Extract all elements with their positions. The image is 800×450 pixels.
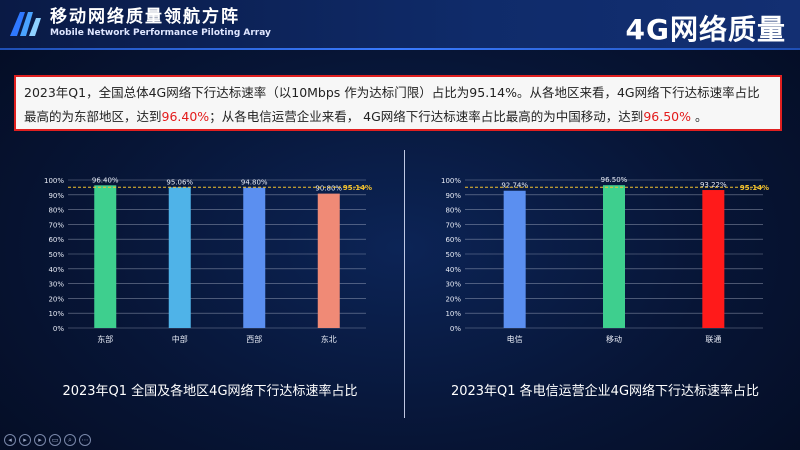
operator-reference-label: 95.14% xyxy=(740,184,769,192)
operator-ytick-label: 100% xyxy=(441,177,461,185)
region-reference-label: 95.14% xyxy=(343,184,372,192)
brand: 移动网络质量领航方阵 Mobile Network Performance Pi… xyxy=(50,7,271,39)
play-icon[interactable]: ▸ xyxy=(19,434,31,446)
region-bar xyxy=(168,187,191,328)
region-ytick-label: 60% xyxy=(48,236,64,244)
operator-chart-svg: 0% 10% 20% 30% 40% 50% 60% 70% 80% 90% 100% 92.74% 电… xyxy=(441,176,769,344)
brand-title: 移动网络质量领航方阵 xyxy=(50,7,240,27)
summary-text-1: 2023年Q1，全国总体4G网络下行达标速率（以10Mbps 作为达标门限）占比… xyxy=(24,85,760,124)
summary-text-3: 。 xyxy=(690,109,708,124)
region-category-label: 东北 xyxy=(321,334,337,344)
region-ytick-label: 70% xyxy=(48,221,64,229)
region-ytick-label: 40% xyxy=(48,266,64,274)
header-bar: 移动网络质量领航方阵 Mobile Network Performance Pi… xyxy=(0,0,800,48)
operator-ytick-label: 20% xyxy=(445,295,461,303)
region-bar xyxy=(243,187,266,328)
region-bar xyxy=(94,185,117,328)
operator-chart-caption: 2023年Q1 各电信运营企业4G网络下行达标速率占比 xyxy=(450,384,760,399)
operator-category-label: 电信 xyxy=(507,334,523,344)
center-divider xyxy=(404,150,405,418)
slides-icon[interactable]: ▭ xyxy=(49,434,61,446)
region-ytick-label: 10% xyxy=(48,310,64,318)
region-category-label: 中部 xyxy=(172,334,188,344)
page-title: 4G网络质量 xyxy=(625,13,786,46)
summary-box: 2023年Q1，全国总体4G网络下行达标速率（以10Mbps 作为达标门限）占比… xyxy=(14,75,782,131)
operator-ytick-label: 70% xyxy=(445,221,461,229)
operator-ytick-label: 0% xyxy=(450,325,461,333)
operator-ytick-label: 10% xyxy=(445,310,461,318)
region-value-label: 96.40% xyxy=(92,176,119,184)
region-chart-caption: 2023年Q1 全国及各地区4G网络下行达标速率占比 xyxy=(62,384,358,399)
region-chart-svg: 0% 10% 20% 30% 40% 50% 60% 70% 80% 90% 100% 96.40% 东… xyxy=(44,176,372,344)
header-divider xyxy=(0,48,800,50)
region-ytick-label: 50% xyxy=(48,251,64,259)
operator-bar xyxy=(702,190,725,328)
operator-ytick-label: 60% xyxy=(445,236,461,244)
region-bar-chart: 0% 10% 20% 30% 40% 50% 60% 70% 80% 90% 100% 96.40% 东… xyxy=(38,168,378,358)
search-icon[interactable]: ⌕ xyxy=(64,434,76,446)
region-ytick-label: 20% xyxy=(48,295,64,303)
operator-ytick-label: 80% xyxy=(445,207,461,215)
logo-icon xyxy=(10,12,41,36)
slideshow-controls: ◂ ▸ ▸ ▭ ⌕ ⋯ xyxy=(4,434,91,446)
brand-subtitle: Mobile Network Performance Piloting Arra… xyxy=(50,28,271,38)
region-ytick-label: 30% xyxy=(48,281,64,289)
operator-ytick-label: 40% xyxy=(445,266,461,274)
prev-icon[interactable]: ◂ xyxy=(4,434,16,446)
operator-value-label: 93.22% xyxy=(700,181,727,189)
more-icon[interactable]: ⋯ xyxy=(79,434,91,446)
region-ytick-label: 100% xyxy=(44,177,64,185)
region-ytick-label: 0% xyxy=(53,325,64,333)
summary-text-2: ；从各电信运营企业来看， 4G网络下行达标速率占比最高的为中国移动，达到 xyxy=(209,109,644,124)
summary-highlight-mobile: 96.50% xyxy=(643,109,691,124)
region-bar xyxy=(317,193,340,328)
operator-ytick-label: 50% xyxy=(445,251,461,259)
operator-value-label: 96.50% xyxy=(601,176,628,184)
operator-ytick-label: 30% xyxy=(445,281,461,289)
operator-ytick-label: 90% xyxy=(445,192,461,200)
summary-highlight-east: 96.40% xyxy=(161,109,210,124)
operator-category-label: 移动 xyxy=(606,334,622,344)
region-value-label: 94.80% xyxy=(241,179,268,187)
region-ytick-label: 80% xyxy=(48,207,64,215)
region-category-label: 西部 xyxy=(246,334,262,344)
operator-category-label: 联通 xyxy=(705,334,721,344)
operator-bar-chart: 0% 10% 20% 30% 40% 50% 60% 70% 80% 90% 100% 92.74% 电… xyxy=(435,168,775,358)
region-category-label: 东部 xyxy=(97,334,113,344)
region-value-label: 95.06% xyxy=(166,178,193,186)
operator-bar xyxy=(603,185,625,328)
operator-value-label: 92.74% xyxy=(501,182,528,190)
region-value-label: 90.80% xyxy=(315,185,342,193)
next-icon[interactable]: ▸ xyxy=(34,434,46,446)
region-ytick-label: 90% xyxy=(48,192,64,200)
operator-bar xyxy=(503,190,526,328)
